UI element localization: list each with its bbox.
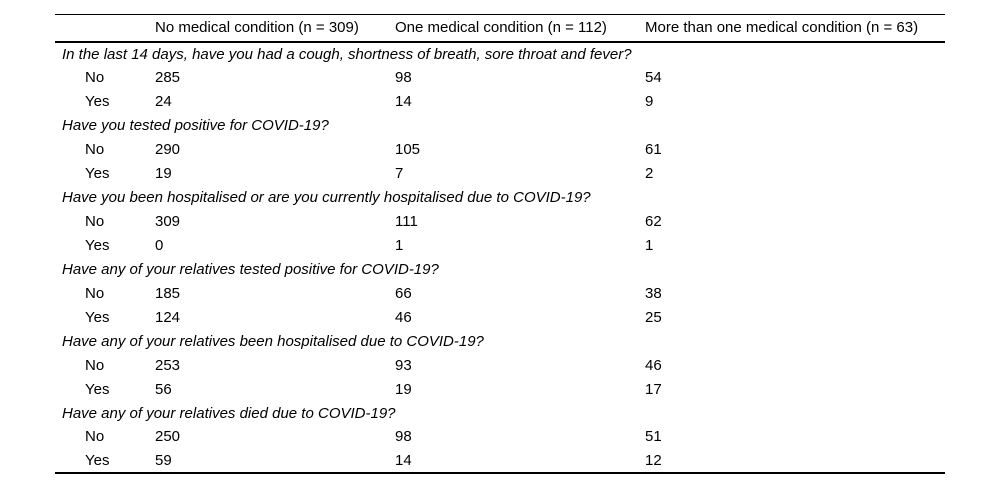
question-text: Have any of your relatives been hospital… [62,332,484,350]
table-row: No 290 105 61 [55,138,945,162]
cell-value: 59 [155,451,172,469]
cell-value: 0 [155,236,164,254]
question-row: In the last 14 days, have you had a coug… [55,42,945,66]
column-header-one-condition: One medical condition (n = 112) [395,14,645,43]
table-header: No medical condition (n = 309) One medic… [55,14,945,43]
table-row: Yes 124 46 25 [55,305,945,329]
question-row: Have you been hospitalised or are you cu… [55,186,945,210]
question-text: In the last 14 days, have you had a coug… [62,45,632,63]
answer-label: Yes [85,236,110,254]
answer-label: No [85,69,105,87]
cell-value: 62 [645,213,662,231]
cell-value: 61 [645,141,662,159]
cell-value: 14 [395,93,412,111]
cell-value: 54 [645,69,662,87]
cell-value: 1 [395,236,404,254]
column-header-more-conditions: More than one medical condition (n = 63) [645,14,945,43]
answer-label: Yes [85,451,110,469]
table-row: Yes 56 19 17 [55,377,945,401]
answer-label: No [85,356,105,374]
cell-value: 98 [395,69,412,87]
cell-value: 2 [645,165,654,183]
cell-value: 25 [645,308,662,326]
answer-label: No [85,284,105,302]
cell-value: 19 [155,165,172,183]
question-text: Have you been hospitalised or are you cu… [62,189,591,207]
cell-value: 105 [395,141,421,159]
question-row: Have any of your relatives died due to C… [55,401,945,425]
covid-exposure-table: No medical condition (n = 309) One medic… [55,13,945,474]
cell-value: 46 [395,308,412,326]
answer-label: Yes [85,308,110,326]
cell-value: 93 [395,356,412,374]
cell-value: 1 [645,236,654,254]
table-row: Yes 59 14 12 [55,449,945,473]
cell-value: 290 [155,141,181,159]
cell-value: 285 [155,69,181,87]
table-row: Yes 19 7 2 [55,162,945,186]
answer-label: No [85,428,105,446]
cell-value: 309 [155,213,181,231]
column-header-no-condition: No medical condition (n = 309) [155,14,395,43]
cell-value: 111 [395,213,418,231]
answer-label: No [85,141,105,159]
table-body: In the last 14 days, have you had a coug… [55,42,945,473]
question-text: Have any of your relatives died due to C… [62,404,396,422]
question-row: Have you tested positive for COVID-19? [55,114,945,138]
question-text: Have you tested positive for COVID-19? [62,117,329,135]
table-row: No 253 93 46 [55,353,945,377]
cell-value: 24 [155,93,172,111]
cell-value: 7 [395,165,404,183]
cell-value: 14 [395,451,412,469]
cell-value: 66 [395,284,412,302]
answer-label: No [85,213,105,231]
question-row: Have any of your relatives been hospital… [55,329,945,353]
answer-label: Yes [85,93,110,111]
table-row: Yes 24 14 9 [55,90,945,114]
question-row: Have any of your relatives tested positi… [55,257,945,281]
cell-value: 98 [395,428,412,446]
cell-value: 19 [395,380,412,398]
cell-value: 17 [645,380,662,398]
table-row: No 250 98 51 [55,425,945,449]
table-row: No 309 111 62 [55,210,945,234]
table-row: No 285 98 54 [55,66,945,90]
answer-label: Yes [85,380,110,398]
cell-value: 250 [155,428,181,446]
cell-value: 9 [645,93,654,111]
cell-value: 51 [645,428,662,446]
cell-value: 253 [155,356,181,374]
cell-value: 124 [155,308,181,326]
column-header-empty [55,14,155,43]
question-text: Have any of your relatives tested positi… [62,260,439,278]
cell-value: 46 [645,356,662,374]
answer-label: Yes [85,165,110,183]
header-row: No medical condition (n = 309) One medic… [55,14,945,43]
table-row: No 185 66 38 [55,281,945,305]
cell-value: 12 [645,451,662,469]
cell-value: 185 [155,284,181,302]
cell-value: 38 [645,284,662,302]
table-row: Yes 0 1 1 [55,234,945,258]
cell-value: 56 [155,380,172,398]
